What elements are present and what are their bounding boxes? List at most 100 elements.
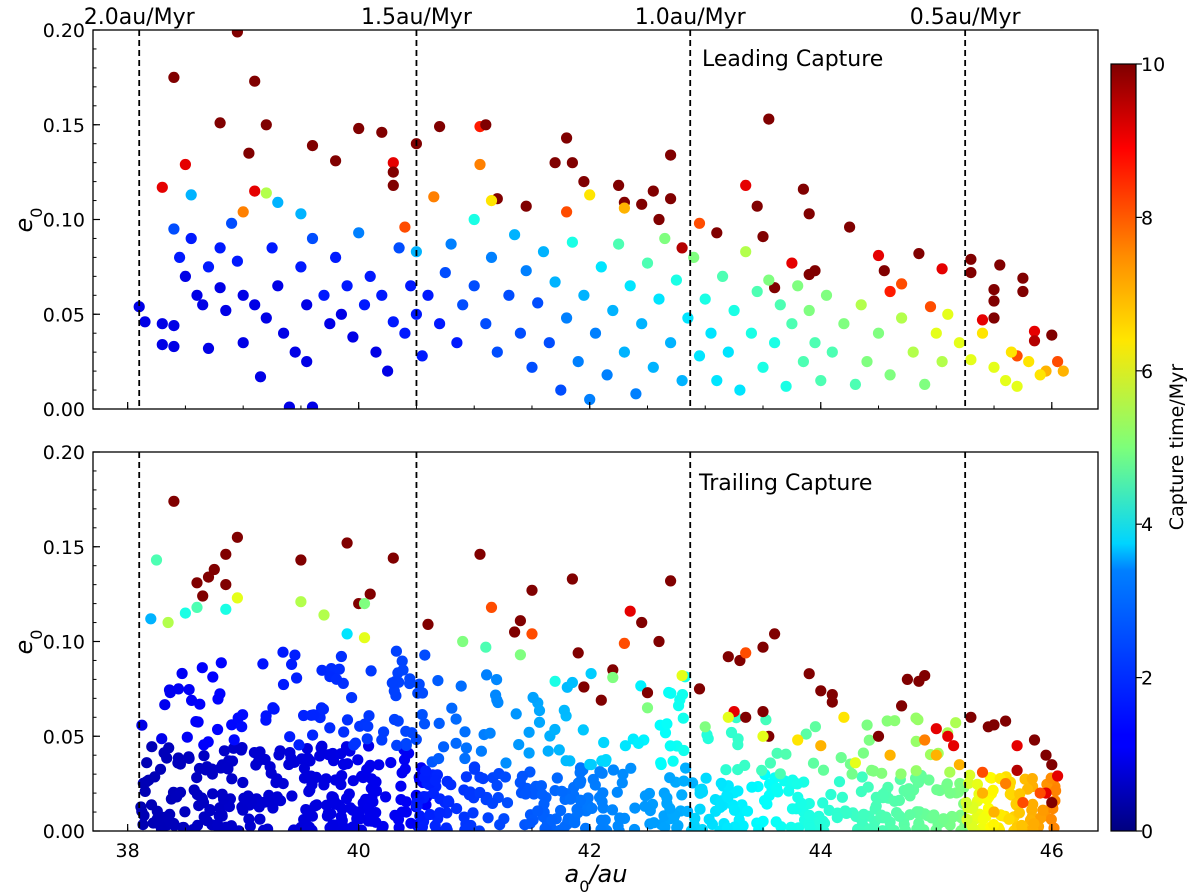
scatter-point (880, 811, 892, 823)
scatter-point (715, 777, 727, 789)
scatter-point (639, 790, 652, 802)
scatter-point (327, 747, 339, 760)
velocity-label: 2.0au/Myr (84, 5, 196, 30)
scatter-point (965, 253, 977, 265)
scatter-point (619, 740, 632, 752)
scatter-point (304, 784, 316, 796)
scatter-point (757, 231, 769, 243)
scatter-point (159, 699, 171, 711)
scatter-point (214, 117, 226, 129)
leading-x-ticks (127, 402, 1053, 409)
scatter-point (387, 316, 399, 328)
scatter-point (520, 265, 532, 277)
scatter-point (817, 764, 830, 776)
scatter-point (1000, 778, 1012, 790)
scatter-point (450, 713, 462, 725)
scatter-point (889, 715, 901, 727)
scatter-point (641, 257, 654, 269)
scatter-point (208, 563, 220, 576)
scatter-point (191, 577, 203, 589)
scatter-point (347, 331, 359, 343)
scatter-point (878, 265, 890, 277)
scatter-point (572, 356, 584, 368)
scatter-point (607, 671, 619, 684)
scatter-point (826, 696, 838, 708)
velocity-label: 0.5au/Myr (910, 5, 1022, 30)
scatter-point (228, 734, 240, 746)
scatter-point (849, 378, 862, 390)
scatter-point (734, 384, 746, 396)
scatter-point (825, 788, 837, 801)
scatter-point (543, 337, 555, 349)
scatter-point (976, 766, 989, 778)
y-tick-label: 0.05 (43, 726, 85, 748)
scatter-point (138, 809, 150, 822)
scatter-point (907, 346, 919, 358)
scatter-point (560, 755, 572, 767)
scatter-point (133, 301, 145, 313)
scatter-point (903, 783, 915, 795)
scatter-point (561, 312, 573, 324)
scatter-point (919, 734, 931, 746)
scatter-point (1000, 375, 1012, 387)
scatter-point (335, 748, 347, 760)
scatter-point (212, 723, 224, 736)
scatter-point (797, 183, 810, 195)
scatter-point (561, 132, 573, 144)
scatter-point (520, 788, 532, 800)
colorbar-gradient (1110, 63, 1137, 832)
scatter-point (526, 361, 538, 373)
scatter-point (533, 705, 546, 717)
scatter-point (815, 740, 827, 752)
scatter-point (944, 787, 956, 799)
scatter-point (376, 734, 388, 746)
scatter-point (484, 727, 496, 739)
scatter-point (295, 596, 307, 608)
scatter-point (459, 752, 471, 765)
scatter-point (174, 786, 187, 799)
scatter-point (786, 257, 798, 269)
scatter-point (420, 765, 432, 777)
scatter-point (699, 293, 711, 305)
scatter-point (416, 350, 428, 362)
scatter-point (473, 825, 485, 831)
scatter-point (930, 749, 942, 761)
scatter-point (888, 825, 900, 831)
scatter-point (295, 554, 307, 566)
scatter-point (1023, 356, 1035, 368)
scatter-point (491, 346, 503, 358)
scatter-point (451, 337, 463, 349)
scatter-point (249, 185, 261, 197)
scatter-point (174, 251, 186, 263)
scatter-point (358, 299, 371, 311)
scatter-point (141, 757, 153, 769)
scatter-point (188, 784, 200, 796)
scatter-point (574, 777, 586, 789)
scatter-point (385, 757, 397, 769)
scatter-point (305, 770, 317, 782)
scatter-point (376, 126, 388, 138)
scatter-point (445, 238, 457, 250)
scatter-point (353, 806, 365, 818)
scatter-point (491, 779, 503, 792)
scatter-point (231, 531, 243, 543)
scatter-point (937, 813, 950, 825)
scatter-point (797, 356, 810, 368)
scatter-point (237, 804, 249, 816)
scatter-point (757, 706, 769, 718)
scatter-point (826, 346, 838, 358)
scatter-point (1028, 818, 1040, 830)
scatter-point (179, 607, 191, 619)
colorbar: 0 2 4 6 8 10 Capture time/Myr (1110, 54, 1188, 843)
scatter-point (198, 739, 210, 751)
scatter-point (641, 687, 654, 699)
scatter-point (440, 822, 452, 831)
scatter-point (786, 318, 798, 330)
scatter-point (341, 628, 353, 640)
scatter-point (740, 647, 752, 659)
scatter-point (977, 813, 989, 825)
scatter-point (585, 668, 597, 680)
scatter-point (480, 119, 492, 131)
scatter-point (792, 734, 804, 746)
scatter-point (228, 742, 240, 754)
